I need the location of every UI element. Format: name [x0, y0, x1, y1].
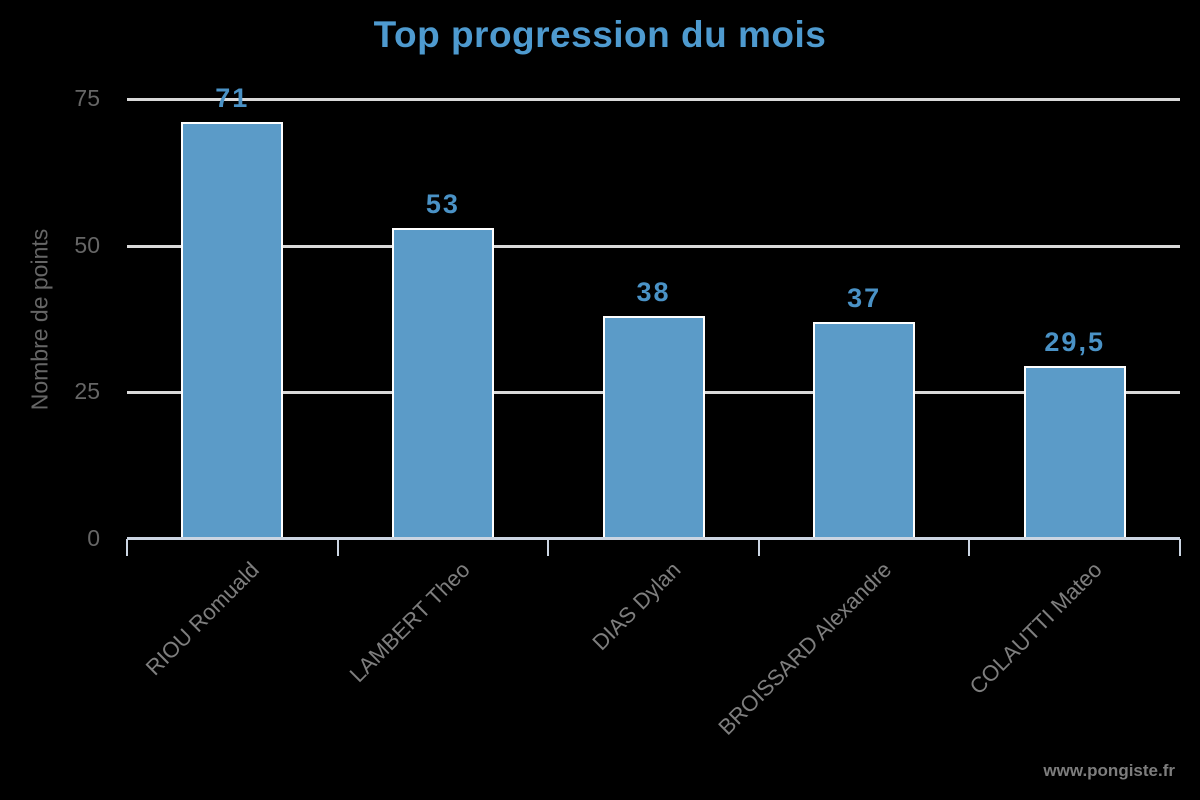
bar-value-label: 37: [847, 282, 882, 313]
x-tick-mark: [1179, 539, 1181, 556]
y-tick-label-75: 75: [74, 85, 100, 111]
bar-broissard-alexandre: [813, 321, 916, 539]
watermark-text: www.pongiste.fr: [1043, 761, 1175, 780]
bar-riou-romuald: [181, 122, 284, 539]
bar-lambert-theo: [391, 228, 494, 539]
x-category-label: RIOU Romuald: [140, 557, 264, 681]
x-tick-mark: [968, 539, 971, 556]
bar-dias-dylan: [602, 316, 705, 539]
x-tick-mark: [126, 539, 128, 556]
gridline-y-75: [127, 98, 1180, 101]
x-tick-mark: [336, 539, 339, 556]
bar-value-label: 71: [215, 83, 250, 114]
x-category-label: LAMBERT Theo: [344, 557, 475, 688]
x-tick-mark: [547, 539, 550, 556]
x-category-label: COLAUTTI Mateo: [964, 557, 1107, 700]
y-tick-label-50: 50: [74, 231, 100, 258]
x-category-label: DIAS Dylan: [587, 557, 686, 656]
chart-title: Top progression du mois: [373, 14, 827, 55]
bar-colautti-mateo: [1023, 365, 1126, 539]
gridline-y-50: [127, 244, 1180, 248]
y-axis-title: Nombre de points: [26, 228, 53, 411]
x-category-label: BROISSARD Alexandre: [712, 557, 896, 740]
bar-value-label: 38: [636, 277, 671, 308]
y-tick-label-25: 25: [74, 378, 100, 405]
bar-value-label: 53: [425, 189, 460, 220]
bar-value-label: 29,5: [1044, 326, 1105, 357]
x-axis-line: [127, 537, 1180, 540]
y-tick-label-0: 0: [87, 525, 100, 551]
x-tick-mark: [757, 539, 760, 556]
